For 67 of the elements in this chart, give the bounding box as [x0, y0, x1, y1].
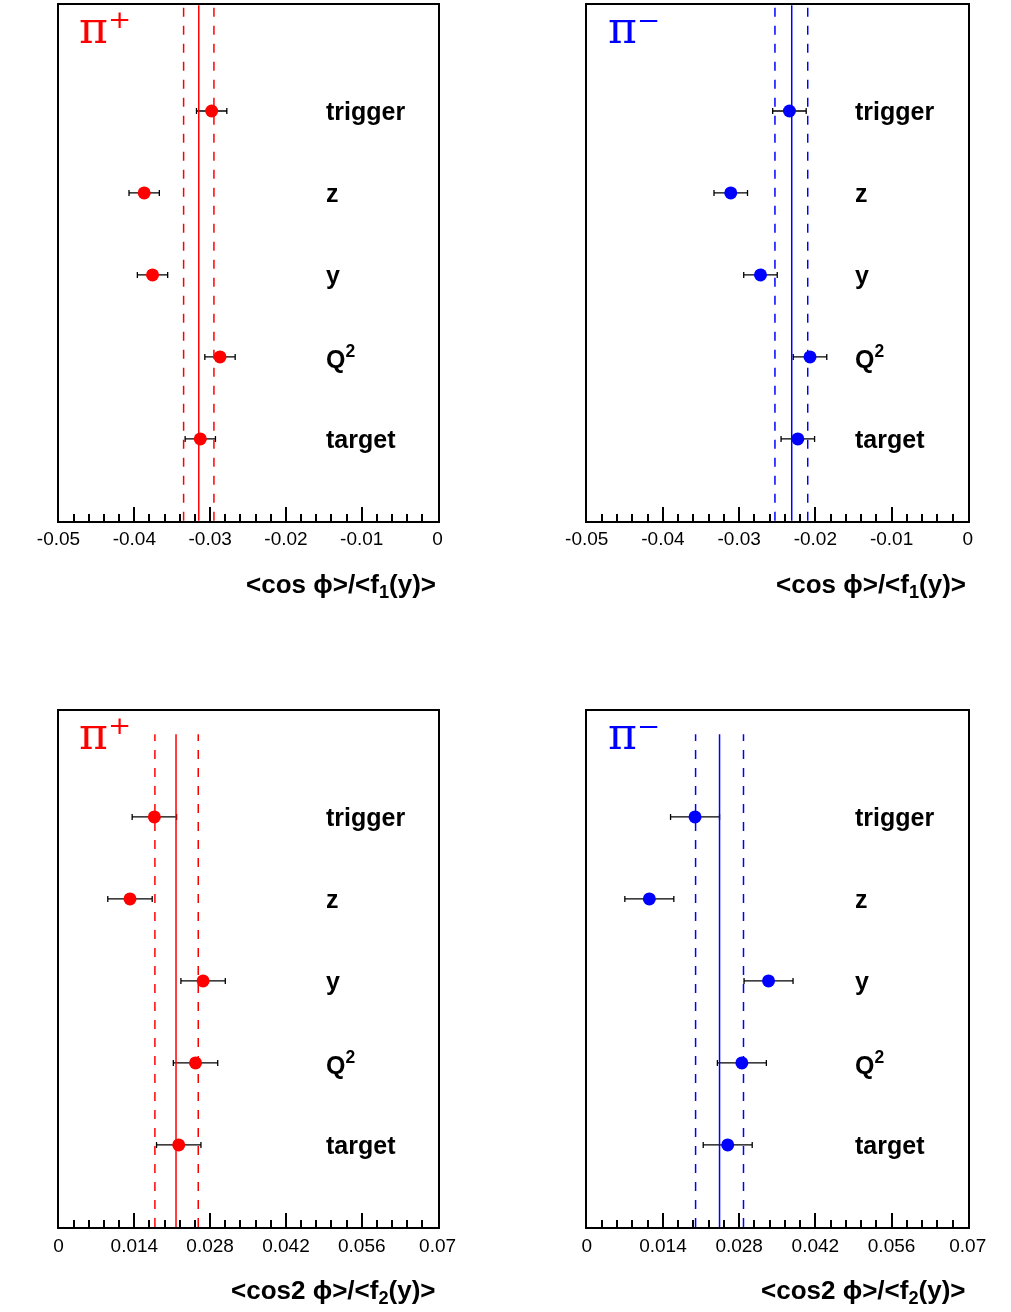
y-tick-label: target — [326, 425, 397, 453]
chart-title: π⁺ — [79, 708, 132, 759]
point — [123, 892, 137, 906]
y-tick-label: z — [855, 885, 868, 913]
x-tick-label: 0.028 — [715, 1234, 763, 1256]
x-tick-label: 0 — [53, 1234, 64, 1256]
x-tick-label: 0.042 — [262, 1234, 310, 1256]
point — [791, 432, 805, 446]
point — [688, 810, 702, 824]
point — [721, 1138, 735, 1152]
y-tick-label: target — [855, 425, 926, 453]
x-tick-label: -0.02 — [793, 528, 837, 550]
x-tick-label: -0.04 — [112, 528, 157, 550]
x-tick-label: 0 — [581, 1234, 593, 1256]
x-tick-label: 0.014 — [110, 1234, 159, 1256]
chart-title: π⁻ — [608, 2, 661, 53]
x-tick-label: -0.03 — [717, 528, 761, 550]
x-tick-label: -0.04 — [641, 528, 686, 550]
y-tick-label: trigger — [855, 803, 935, 831]
y-tick-label: trigger — [855, 97, 935, 125]
x-tick-label: 0.042 — [791, 1234, 840, 1256]
chart-title: π⁻ — [608, 708, 661, 759]
x-tick-label: 0.028 — [186, 1234, 234, 1256]
x-tick-label: 0.056 — [338, 1234, 386, 1256]
chart-title: π⁺ — [79, 2, 132, 53]
y-tick-label: y — [326, 261, 340, 289]
y-tick-label: y — [855, 967, 869, 995]
y-tick-label: trigger — [326, 803, 406, 831]
x-axis-title: <cos2 ϕ>/<f$_{2}$(y)> — [761, 1275, 966, 1309]
y-tick-label: trigger — [326, 97, 406, 125]
point — [147, 810, 161, 824]
point — [205, 104, 219, 118]
point — [724, 186, 738, 200]
point — [146, 268, 160, 282]
y-tick-label: z — [326, 179, 339, 207]
y-tick-label: target — [326, 1131, 397, 1159]
x-tick-label: -0.01 — [340, 528, 384, 550]
y-tick-label: z — [326, 885, 339, 913]
x-tick-label: -0.05 — [565, 528, 609, 550]
x-tick-label: 0 — [962, 528, 974, 550]
y-tick-label: Q$^{2}$ — [326, 341, 356, 373]
x-tick-label: -0.02 — [264, 528, 308, 550]
y-tick-label: y — [855, 261, 869, 289]
x-tick-label: 0.056 — [867, 1234, 916, 1256]
y-tick-label: z — [855, 179, 868, 207]
point — [137, 186, 151, 200]
point — [753, 268, 767, 282]
x-axis-title: <cos2 ϕ>/<f$_{2}$(y)> — [231, 1275, 436, 1309]
point — [642, 892, 656, 906]
point — [782, 104, 796, 118]
y-tick-label: Q$^{2}$ — [855, 1047, 885, 1079]
x-tick-label: 0 — [432, 528, 443, 550]
y-tick-label: Q$^{2}$ — [326, 1047, 356, 1079]
x-tick-label: 0.014 — [639, 1234, 688, 1256]
x-axis-title: <cos ϕ>/<f$_{1}$(y)> — [776, 569, 967, 603]
x-tick-label: -0.01 — [869, 528, 914, 550]
point — [196, 974, 210, 988]
point — [213, 350, 227, 364]
x-tick-label: 0.07 — [419, 1234, 457, 1256]
x-axis-title: <cos ϕ>/<f$_{1}$(y)> — [246, 569, 437, 603]
y-tick-label: y — [326, 967, 340, 995]
point — [762, 974, 776, 988]
x-tick-label: -0.05 — [36, 528, 81, 550]
y-tick-label: target — [855, 1131, 926, 1159]
x-tick-label: 0.07 — [949, 1234, 987, 1256]
y-tick-label: Q$^{2}$ — [855, 341, 885, 373]
x-tick-label: -0.03 — [188, 528, 232, 550]
